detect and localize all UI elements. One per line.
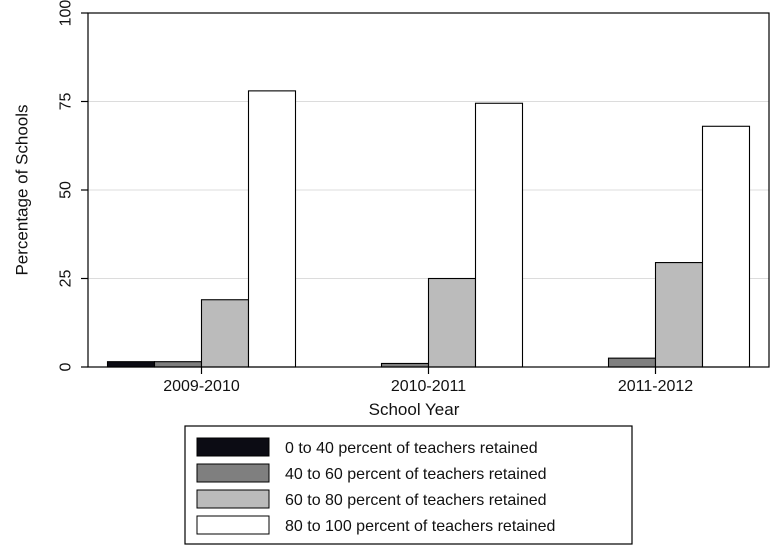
y-axis: 0 25 50 75 100 [58, 0, 88, 371]
legend-label: 0 to 40 percent of teachers retained [285, 440, 538, 457]
x-axis-title: School Year [369, 400, 460, 419]
legend-label: 40 to 60 percent of teachers retained [285, 466, 547, 483]
x-tick-label: 2010-2011 [391, 378, 466, 395]
legend-label: 60 to 80 percent of teachers retained [285, 492, 547, 509]
bars [106, 90, 751, 368]
bar-4-2010-2011 [474, 102, 524, 368]
bar-4-2011-2012 [701, 125, 751, 368]
y-tick-label: 0 [58, 362, 75, 371]
gridlines [88, 12, 769, 279]
y-tick-label: 100 [58, 0, 75, 26]
x-tick-label: 2011-2012 [618, 378, 693, 395]
legend-swatch [196, 437, 270, 457]
y-tick-label: 25 [58, 270, 75, 288]
bar-2-2009-2010 [153, 361, 203, 368]
bar-2-2011-2012 [607, 357, 657, 368]
x-tick-label: 2009-2010 [163, 378, 240, 395]
legend-swatch [196, 463, 270, 483]
legend: 0 to 40 percent of teachers retained 40 t… [184, 425, 633, 545]
bar-3-2009-2010 [200, 299, 250, 368]
legend-swatch [196, 489, 270, 509]
y-axis-title: Percentage of Schools [13, 104, 32, 275]
legend-label: 80 to 100 percent of teachers retained [285, 518, 555, 535]
y-tick-label: 50 [58, 181, 75, 199]
bar-3-2010-2011 [427, 277, 477, 368]
legend-swatch [196, 515, 270, 535]
x-axis: 2009-2010 2010-2011 2011-2012 [163, 367, 693, 395]
bar-4-2009-2010 [247, 90, 297, 368]
bar-3-2011-2012 [654, 262, 704, 368]
bar-1-2009-2010 [106, 361, 156, 368]
y-tick-label: 75 [58, 93, 75, 111]
